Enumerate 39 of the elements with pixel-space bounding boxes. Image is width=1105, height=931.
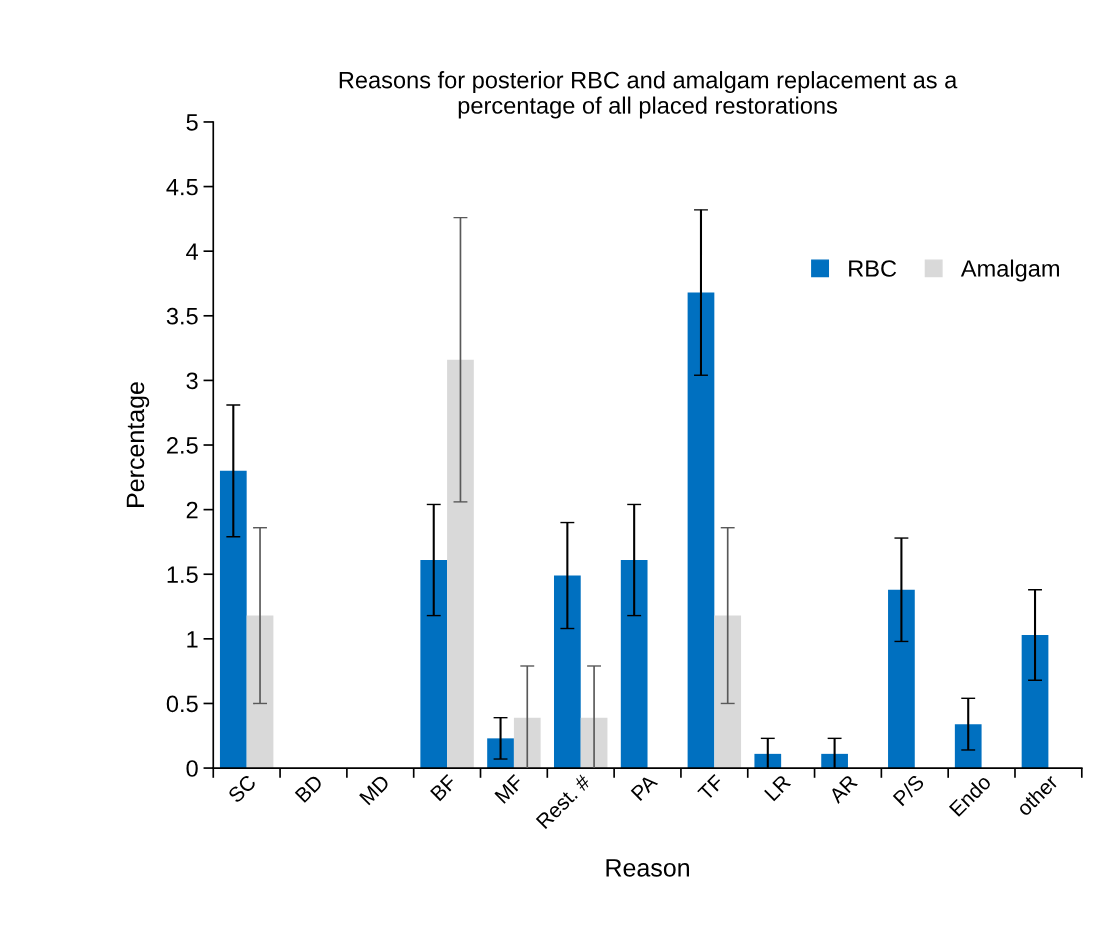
y-tick-label: 2 [186,501,198,519]
x-tick-label: SC [227,773,257,804]
chart-title: Reasons for posterior RBC and amalgam replacement as a percentage of all placed restorations [339,71,958,119]
y-tick-label: 5 [186,114,198,131]
y-tick-label: 1 [187,631,198,648]
y-tick-label: 2.5 [167,437,198,454]
bar [954,724,982,769]
bar [513,717,541,769]
y-tick-label: 4 [186,243,198,260]
y-tick-label: 1.5 [167,566,198,584]
x-tick-label: PA [630,773,659,801]
bar [714,615,742,769]
y-tick-label: 4.5 [166,178,198,196]
bar [246,615,274,769]
y-tick-label: 0 [186,760,198,777]
x-tick-label: BF [430,774,458,802]
bar [687,292,715,769]
x-tick-label: LR [764,774,792,802]
x-tick-label: AR [828,774,858,805]
y-tick-label: 3.5 [166,307,198,325]
bar [554,575,581,769]
x-tick-label: MD [359,774,391,806]
bar [487,738,514,769]
bar [420,560,448,769]
bar [620,560,648,769]
bar [888,589,915,769]
bar [1021,634,1049,769]
x-tick-label: MF [494,774,524,804]
y-axis-title: Percentage [126,382,150,507]
bar [219,470,247,769]
x-tick-label: TF [697,774,725,802]
y-tick-label: 0.5 [166,695,198,713]
bar [447,359,474,769]
legend-label: Amalgam [960,259,1059,282]
legend-label: RBC [849,260,897,277]
y-tick-label: 3 [186,372,198,390]
x-tick-label: P/S [892,773,925,807]
x-tick-label: BD [294,774,324,803]
x-axis-title: Reason [606,859,689,877]
